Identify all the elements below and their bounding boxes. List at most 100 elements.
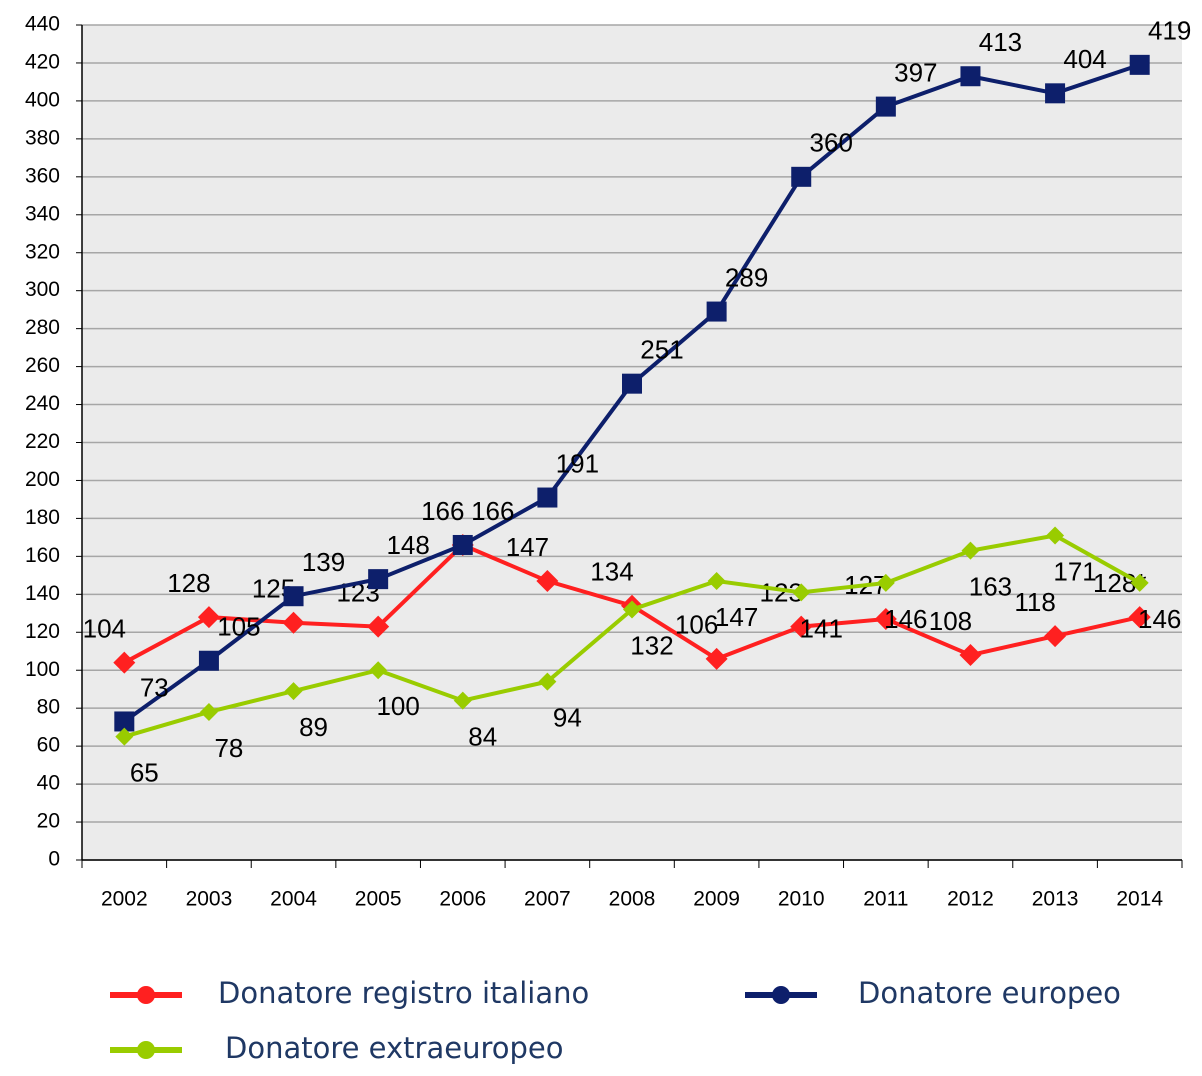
marker: [791, 166, 812, 187]
marker: [1130, 573, 1149, 592]
x-tick-label: 2005: [355, 888, 402, 911]
data-label: 419: [1148, 16, 1191, 46]
data-label: 148: [386, 530, 429, 560]
marker: [284, 682, 303, 701]
marker: [874, 607, 897, 630]
y-tick-label: 60: [37, 734, 60, 757]
data-label: 78: [214, 733, 243, 763]
marker: [1128, 606, 1151, 629]
legend-marker: [772, 986, 790, 1004]
x-tick-label: 2002: [101, 888, 148, 911]
marker: [198, 650, 219, 671]
x-tick-label: 2014: [1116, 888, 1163, 911]
marker: [1045, 83, 1066, 104]
data-label: 134: [590, 557, 633, 587]
data-label: 360: [810, 128, 853, 158]
data-label: 397: [894, 57, 937, 87]
y-tick-label: 300: [25, 278, 60, 301]
marker: [537, 487, 558, 508]
data-label: 108: [929, 606, 972, 636]
y-tick-label: 80: [37, 696, 60, 719]
data-label: 132: [630, 630, 673, 660]
y-tick-label: 380: [25, 126, 60, 149]
x-tick-label: 2004: [270, 888, 317, 911]
y-tick-label: 280: [25, 316, 60, 339]
y-tick-label: 140: [25, 582, 60, 605]
marker: [623, 600, 641, 619]
data-label: 191: [556, 448, 599, 478]
marker: [197, 606, 220, 629]
data-label: 139: [302, 547, 345, 577]
x-tick-label: 2006: [439, 888, 486, 911]
y-tick-label: 220: [25, 430, 60, 453]
y-tick-label: 200: [25, 468, 60, 491]
y-tick-label: 340: [25, 202, 60, 225]
data-label: 100: [376, 691, 419, 721]
data-label: 141: [800, 613, 843, 643]
marker: [960, 66, 981, 87]
marker: [959, 644, 982, 667]
y-tick-label: 180: [25, 506, 60, 529]
y-tick-label: 260: [25, 354, 60, 377]
x-tick-label: 2010: [778, 888, 825, 911]
data-label: 104: [83, 614, 126, 644]
y-tick-label: 100: [25, 658, 60, 681]
y-tick-label: 360: [25, 164, 60, 187]
x-tick-label: 2013: [1032, 888, 1079, 911]
marker: [707, 572, 726, 591]
legend-marker: [137, 986, 155, 1004]
data-label: 84: [468, 721, 497, 751]
marker: [705, 647, 728, 670]
data-label: 147: [715, 602, 758, 632]
data-label: 166: [471, 496, 514, 526]
marker: [199, 702, 218, 721]
marker: [875, 96, 896, 117]
marker: [1129, 54, 1150, 75]
legend-marker: [137, 1041, 155, 1059]
data-label: 413: [979, 27, 1022, 57]
x-tick-label: 2007: [524, 888, 571, 911]
y-tick-label: 420: [25, 51, 60, 74]
marker: [790, 615, 813, 638]
y-tick-label: 320: [25, 240, 60, 263]
y-tick-label: 0: [48, 848, 60, 871]
data-label: 105: [217, 612, 260, 642]
marker: [536, 570, 559, 593]
data-label: 147: [506, 532, 549, 562]
data-label: 128: [167, 568, 210, 598]
y-tick-label: 440: [25, 13, 60, 36]
marker: [113, 651, 136, 674]
y-tick-label: 120: [25, 620, 60, 643]
y-tick-label: 240: [25, 392, 60, 415]
data-label: 146: [1138, 604, 1181, 634]
y-tick-label: 40: [37, 772, 60, 795]
marker: [876, 573, 895, 592]
marker: [622, 373, 642, 394]
marker: [115, 727, 134, 746]
data-label: 65: [130, 758, 159, 788]
data-label: 118: [1014, 587, 1055, 617]
marker: [792, 583, 811, 602]
data-label: 404: [1063, 44, 1106, 74]
legend-label: Donatore extraeuropeo: [225, 1031, 563, 1065]
y-tick-label: 160: [25, 544, 60, 567]
data-label: 163: [969, 572, 1012, 602]
marker: [283, 586, 304, 607]
legend-label: Donatore registro italiano: [218, 976, 589, 1010]
data-label: 89: [299, 712, 328, 742]
y-tick-label: 20: [37, 810, 60, 833]
marker: [282, 611, 305, 634]
marker: [452, 534, 473, 555]
data-label: 73: [140, 672, 169, 702]
marker: [538, 672, 557, 691]
data-label: 146: [884, 604, 927, 634]
x-tick-label: 2011: [863, 888, 908, 911]
y-tick-label: 400: [25, 88, 60, 111]
x-tick-label: 2009: [693, 888, 740, 911]
data-label: 289: [725, 262, 768, 292]
marker: [706, 301, 727, 322]
x-tick-label: 2008: [609, 888, 656, 911]
marker: [369, 661, 388, 680]
marker: [453, 691, 472, 710]
